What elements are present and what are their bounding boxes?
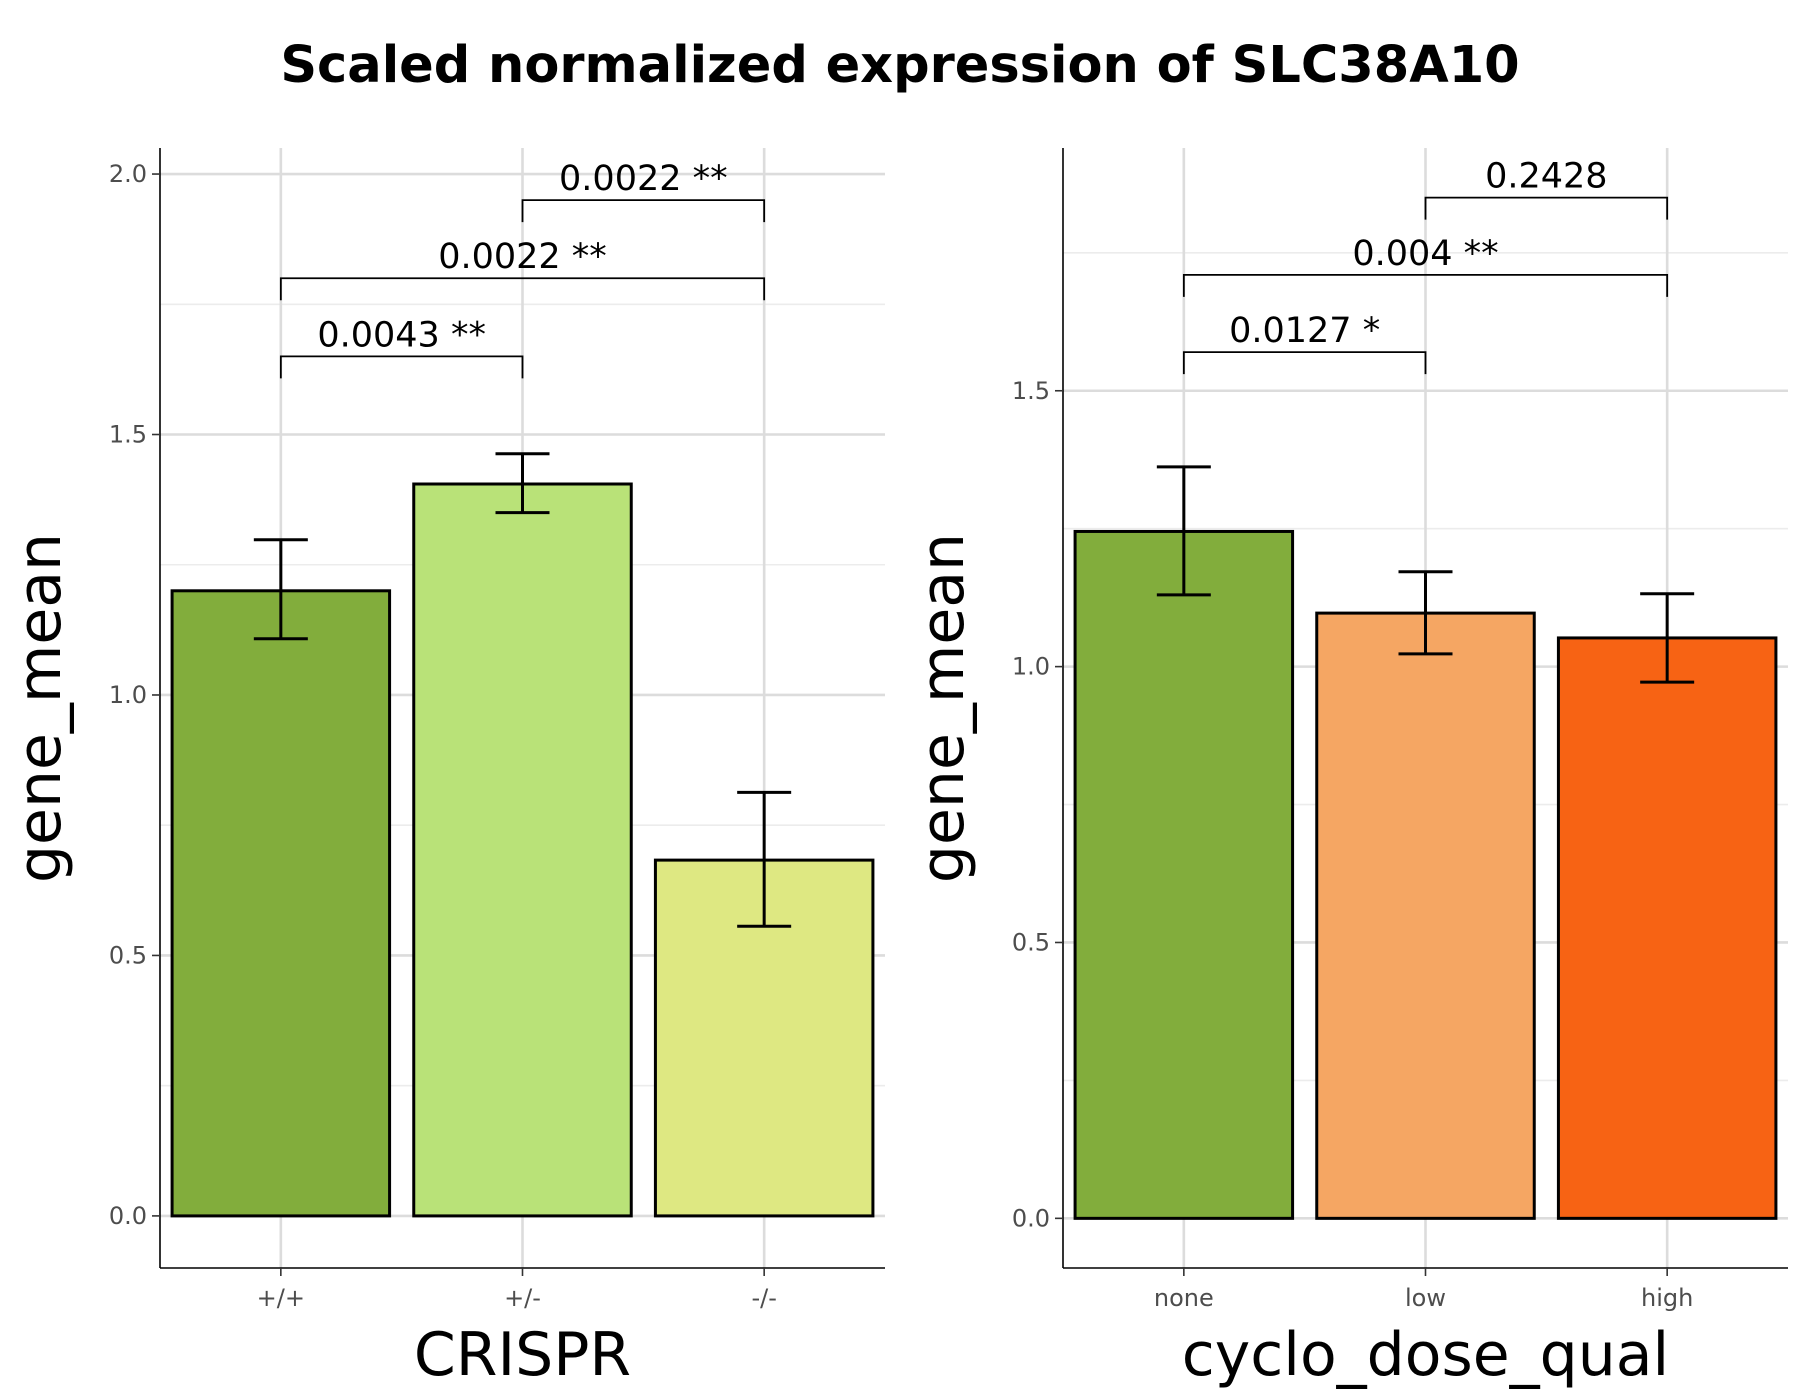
p-value-label: 0.0022 **	[438, 237, 607, 277]
x-tick-label: none	[1154, 1284, 1214, 1312]
y-tick-label: 0.5	[1012, 928, 1050, 956]
y-tick-label: 1.0	[1012, 653, 1050, 681]
y-tick-label: 2.0	[109, 160, 147, 188]
p-value-label: 0.004 **	[1352, 234, 1498, 274]
x-tick-label: high	[1641, 1284, 1693, 1312]
bar-+/-	[412, 482, 633, 1218]
p-value-label: 0.0043 **	[317, 315, 486, 355]
y-tick-label: 1.5	[1012, 377, 1050, 405]
significance-bracket	[1182, 273, 1669, 297]
x-tick-label: -/-	[751, 1284, 776, 1312]
chart-title: Scaled normalized expression of SLC38A10	[280, 36, 1519, 95]
bar-low	[1315, 611, 1536, 1220]
error-bar	[495, 452, 550, 515]
y-tick-label: 0.0	[109, 1202, 147, 1230]
y-tick-label: 1.5	[109, 421, 147, 449]
error-bar	[1156, 465, 1211, 597]
panel-crispr: 0.0 0.5 1.0 1.5 2.0 +/+ +/- -/- CRISPR gene_mean 0…	[5, 148, 885, 1390]
x-tick-label: low	[1405, 1284, 1446, 1312]
bar-none	[1073, 529, 1295, 1220]
x-axis-title: CRISPR	[414, 1320, 631, 1390]
p-value-label: 0.0022 **	[559, 159, 728, 199]
panel-cyclo-dose: 0.0 0.5 1.0 1.5 none low high cyclo_dose_qual ge…	[908, 148, 1788, 1390]
error-bar	[253, 538, 308, 641]
significance-bracket	[521, 199, 766, 223]
y-tick-label: 0.5	[109, 941, 147, 969]
bar-+/+	[170, 589, 392, 1218]
y-axis-title: gene_mean	[5, 533, 75, 883]
error-bar	[1640, 592, 1695, 684]
significance-bracket	[279, 277, 766, 301]
y-tick-label: 0.0	[1012, 1204, 1050, 1232]
significance-bracket	[1182, 351, 1427, 375]
error-bar	[1398, 570, 1453, 656]
p-value-label: 0.2428	[1485, 157, 1607, 197]
p-value-label: 0.0127 *	[1229, 311, 1380, 351]
error-bar	[737, 790, 792, 928]
significance-bracket	[1424, 196, 1669, 220]
bar-high	[1556, 636, 1778, 1220]
x-tick-label: +/+	[257, 1284, 305, 1312]
significance-bracket	[279, 355, 524, 379]
y-axis-title: gene_mean	[908, 533, 978, 883]
x-tick-label: +/-	[504, 1284, 541, 1312]
x-axis-title: cyclo_dose_qual	[1182, 1320, 1669, 1390]
y-tick-label: 1.0	[109, 681, 147, 709]
